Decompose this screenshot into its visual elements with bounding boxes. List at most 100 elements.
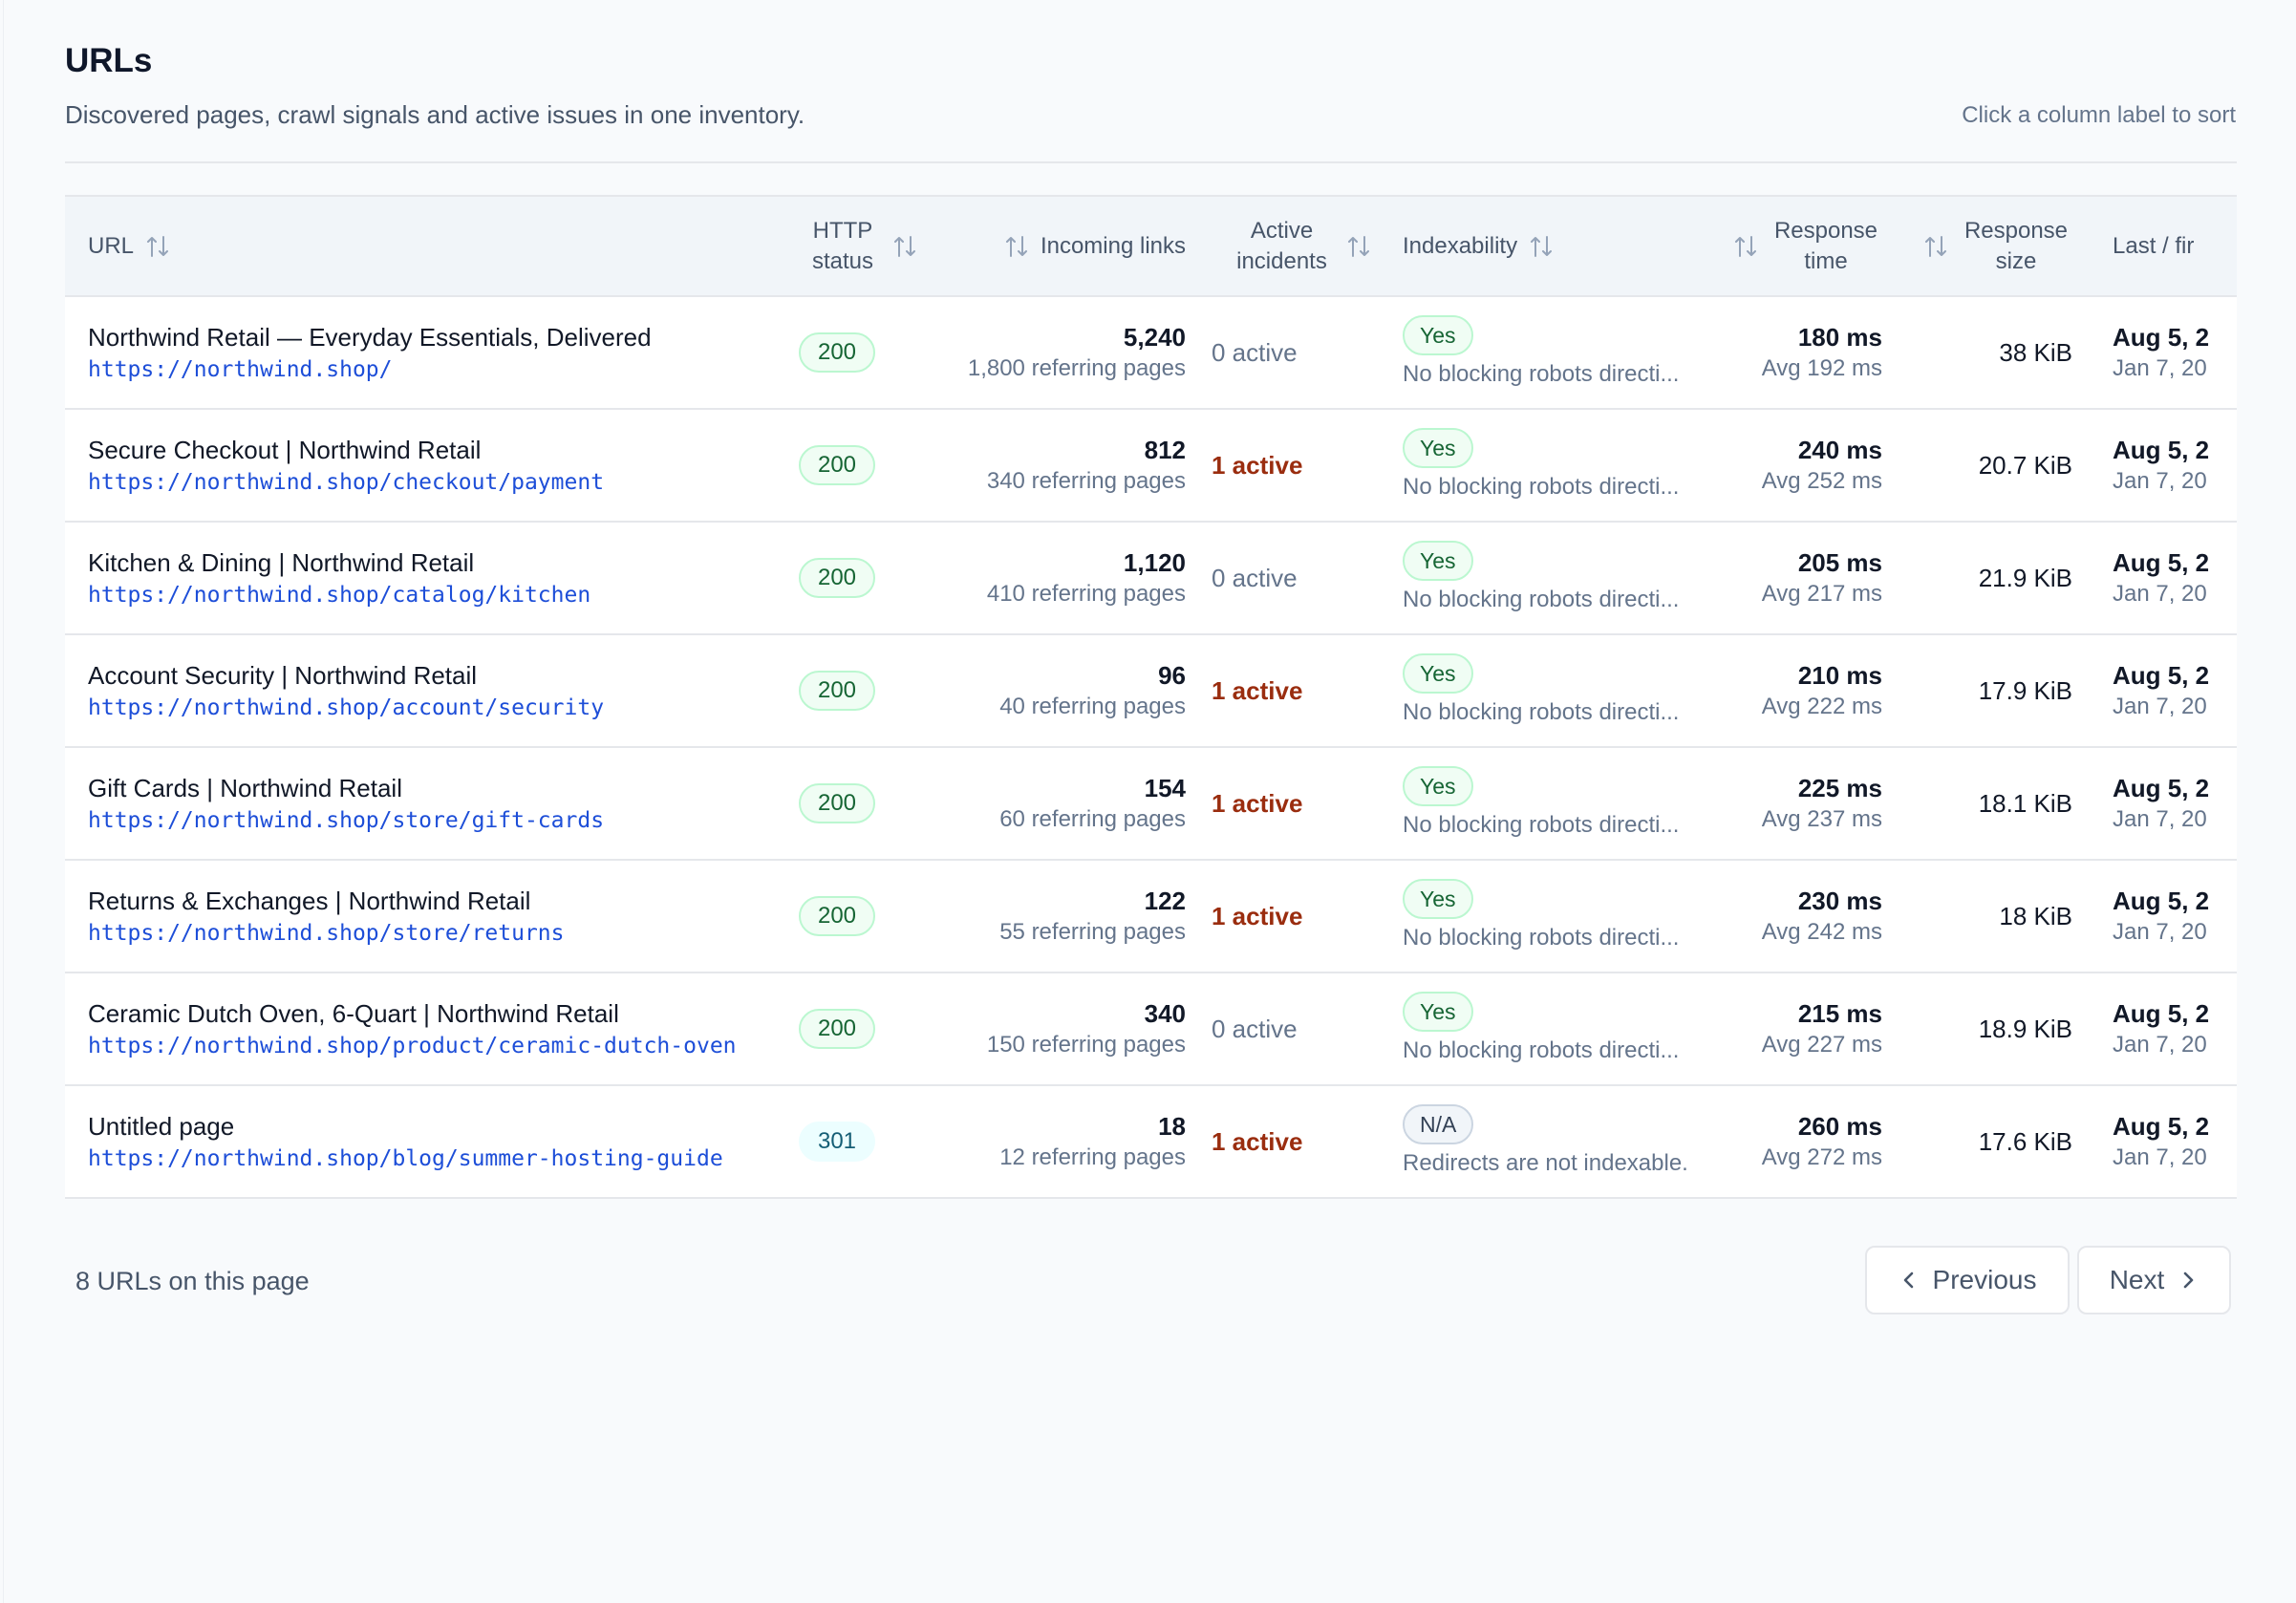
incoming-links-cell: 5,240 1,800 referring pages: [933, 296, 1210, 410]
incidents-count[interactable]: 1 active: [1212, 1126, 1303, 1156]
column-label: Active incidents: [1236, 217, 1327, 274]
incoming-links-count: 1,120: [1123, 548, 1186, 577]
response-time-cell: 260 ms Avg 272 ms: [1732, 1085, 1906, 1199]
page-title-text: Gift Cards | Northwind Retail: [88, 774, 402, 802]
table-body: Northwind Retail — Everyday Essentials, …: [65, 296, 2237, 1199]
chevron-left-icon: [1899, 1270, 1920, 1291]
indexability-note: Redirects are not indexable.: [1403, 1150, 1688, 1176]
indexability-cell: Yes No blocking robots directi...: [1388, 522, 1732, 635]
indexability-cell: Yes No blocking robots directi...: [1388, 296, 1732, 410]
indexability-cell: Yes No blocking robots directi...: [1388, 747, 1732, 861]
first-seen: Jan 7, 20: [2113, 806, 2207, 832]
page-url-link[interactable]: https://northwind.shop/catalog/kitchen: [88, 583, 591, 608]
response-size-cell: 21.9 KiB: [1906, 522, 2092, 635]
page-url-link[interactable]: https://northwind.shop/store/returns: [88, 921, 565, 946]
response-size-cell: 17.6 KiB: [1906, 1085, 2092, 1199]
indexability-badge: Yes: [1403, 879, 1473, 919]
last-seen: Aug 5, 2: [2113, 323, 2210, 352]
column-header-url[interactable]: URL: [65, 197, 789, 297]
sort-hint: Click a column label to sort: [1962, 102, 2236, 128]
page-title-text: Account Security | Northwind Retail: [88, 661, 478, 690]
page-url-link[interactable]: https://northwind.shop/product/ceramic-d…: [88, 1034, 737, 1058]
table-row[interactable]: Kitchen & Dining | Northwind Retail https…: [65, 522, 2237, 635]
response-time-cell: 230 ms Avg 242 ms: [1732, 860, 1906, 973]
table-row[interactable]: Secure Checkout | Northwind Retail https:…: [65, 409, 2237, 523]
referring-pages: 340 referring pages: [986, 468, 1186, 494]
url-cell: Ceramic Dutch Oven, 6-Quart | Northwind …: [65, 972, 789, 1086]
sort-icon[interactable]: [1529, 233, 1554, 260]
column-header-response-size[interactable]: Response size: [1906, 197, 2092, 297]
indexability-cell: Yes No blocking robots directi...: [1388, 409, 1732, 523]
response-size: 18 KiB: [1999, 901, 2072, 930]
status-badge: 200: [799, 445, 875, 485]
page-title-text: Northwind Retail — Everyday Essentials, …: [88, 323, 652, 352]
indexability-badge: Yes: [1403, 653, 1473, 694]
column-label: Response size: [1963, 217, 2069, 274]
column-header-active-incidents[interactable]: Active incidents: [1210, 197, 1388, 297]
table-header-row: URL HTTP status Incoming links: [65, 197, 2237, 297]
page-title-text: Kitchen & Dining | Northwind Retail: [88, 548, 475, 577]
column-header-response-time[interactable]: Response time: [1732, 197, 1906, 297]
urls-table: URL HTTP status Incoming links: [65, 197, 2237, 1199]
sort-icon[interactable]: [1733, 233, 1758, 260]
table-row[interactable]: Untitled page https://northwind.shop/blog…: [65, 1085, 2237, 1199]
sort-icon[interactable]: [1004, 233, 1029, 260]
response-time: 215 ms: [1797, 999, 1882, 1028]
url-cell: Kitchen & Dining | Northwind Retail https…: [65, 522, 789, 635]
sort-icon[interactable]: [145, 233, 170, 260]
page-url-link[interactable]: https://northwind.shop/: [88, 357, 393, 382]
next-button[interactable]: Next: [2077, 1246, 2231, 1314]
response-time-avg: Avg 237 ms: [1761, 806, 1882, 832]
column-header-http-status[interactable]: HTTP status: [789, 197, 933, 297]
active-incidents-cell: 0 active: [1210, 972, 1388, 1086]
status-badge: 301: [799, 1122, 875, 1162]
sort-icon[interactable]: [1346, 233, 1371, 260]
url-cell: Account Security | Northwind Retail https…: [65, 634, 789, 748]
last-seen: Aug 5, 2: [2113, 436, 2210, 464]
incidents-count[interactable]: 1 active: [1212, 450, 1303, 480]
first-seen: Jan 7, 20: [2113, 694, 2207, 719]
column-header-indexability[interactable]: Indexability: [1388, 197, 1732, 297]
http-status-cell: 200: [789, 296, 933, 410]
status-badge: 200: [799, 896, 875, 936]
previous-button[interactable]: Previous: [1865, 1246, 2070, 1314]
http-status-cell: 200: [789, 747, 933, 861]
url-cell: Secure Checkout | Northwind Retail https:…: [65, 409, 789, 523]
indexability-note: No blocking robots directi...: [1403, 1037, 1680, 1063]
column-header-incoming-links[interactable]: Incoming links: [933, 197, 1210, 297]
table-row[interactable]: Northwind Retail — Everyday Essentials, …: [65, 296, 2237, 410]
table-row[interactable]: Gift Cards | Northwind Retail https://nor…: [65, 747, 2237, 861]
response-time: 240 ms: [1797, 436, 1882, 464]
response-time-cell: 210 ms Avg 222 ms: [1732, 634, 1906, 748]
incidents-count[interactable]: 1 active: [1212, 675, 1303, 705]
incidents-count[interactable]: 1 active: [1212, 788, 1303, 818]
incidents-count[interactable]: 1 active: [1212, 901, 1303, 930]
sort-icon[interactable]: [1923, 233, 1948, 260]
page-url-link[interactable]: https://northwind.shop/blog/summer-hosti…: [88, 1146, 723, 1171]
table-row[interactable]: Ceramic Dutch Oven, 6-Quart | Northwind …: [65, 972, 2237, 1086]
page-url-link[interactable]: https://northwind.shop/checkout/payment: [88, 470, 605, 495]
page-url-link[interactable]: https://northwind.shop/account/security: [88, 695, 605, 720]
response-size: 20.7 KiB: [1978, 450, 2072, 480]
table-row[interactable]: Returns & Exchanges | Northwind Retail ht…: [65, 860, 2237, 973]
indexability-cell: Yes No blocking robots directi...: [1388, 634, 1732, 748]
incoming-links-count: 340: [1144, 999, 1186, 1028]
last-seen: Aug 5, 2: [2113, 1112, 2210, 1141]
referring-pages: 410 referring pages: [986, 581, 1186, 607]
response-time-avg: Avg 192 ms: [1761, 355, 1882, 381]
first-seen: Jan 7, 20: [2113, 581, 2207, 607]
response-time-cell: 215 ms Avg 227 ms: [1732, 972, 1906, 1086]
next-label: Next: [2109, 1265, 2165, 1294]
last-seen: Aug 5, 2: [2113, 774, 2210, 802]
first-seen: Jan 7, 20: [2113, 919, 2207, 945]
urls-page: URLs Discovered pages, crawl signals and…: [3, 0, 2296, 1603]
last-first-cell: Aug 5, 2 Jan 7, 20: [2092, 972, 2237, 1086]
sort-icon[interactable]: [892, 233, 917, 260]
indexability-cell: Yes No blocking robots directi...: [1388, 972, 1732, 1086]
urls-table-container[interactable]: URL HTTP status Incoming links: [65, 195, 2237, 1200]
table-row[interactable]: Account Security | Northwind Retail https…: [65, 634, 2237, 748]
response-time-cell: 205 ms Avg 217 ms: [1732, 522, 1906, 635]
column-header-last-first[interactable]: Last / fir: [2092, 197, 2237, 297]
referring-pages: 55 referring pages: [999, 919, 1186, 945]
page-url-link[interactable]: https://northwind.shop/store/gift-cards: [88, 808, 605, 833]
